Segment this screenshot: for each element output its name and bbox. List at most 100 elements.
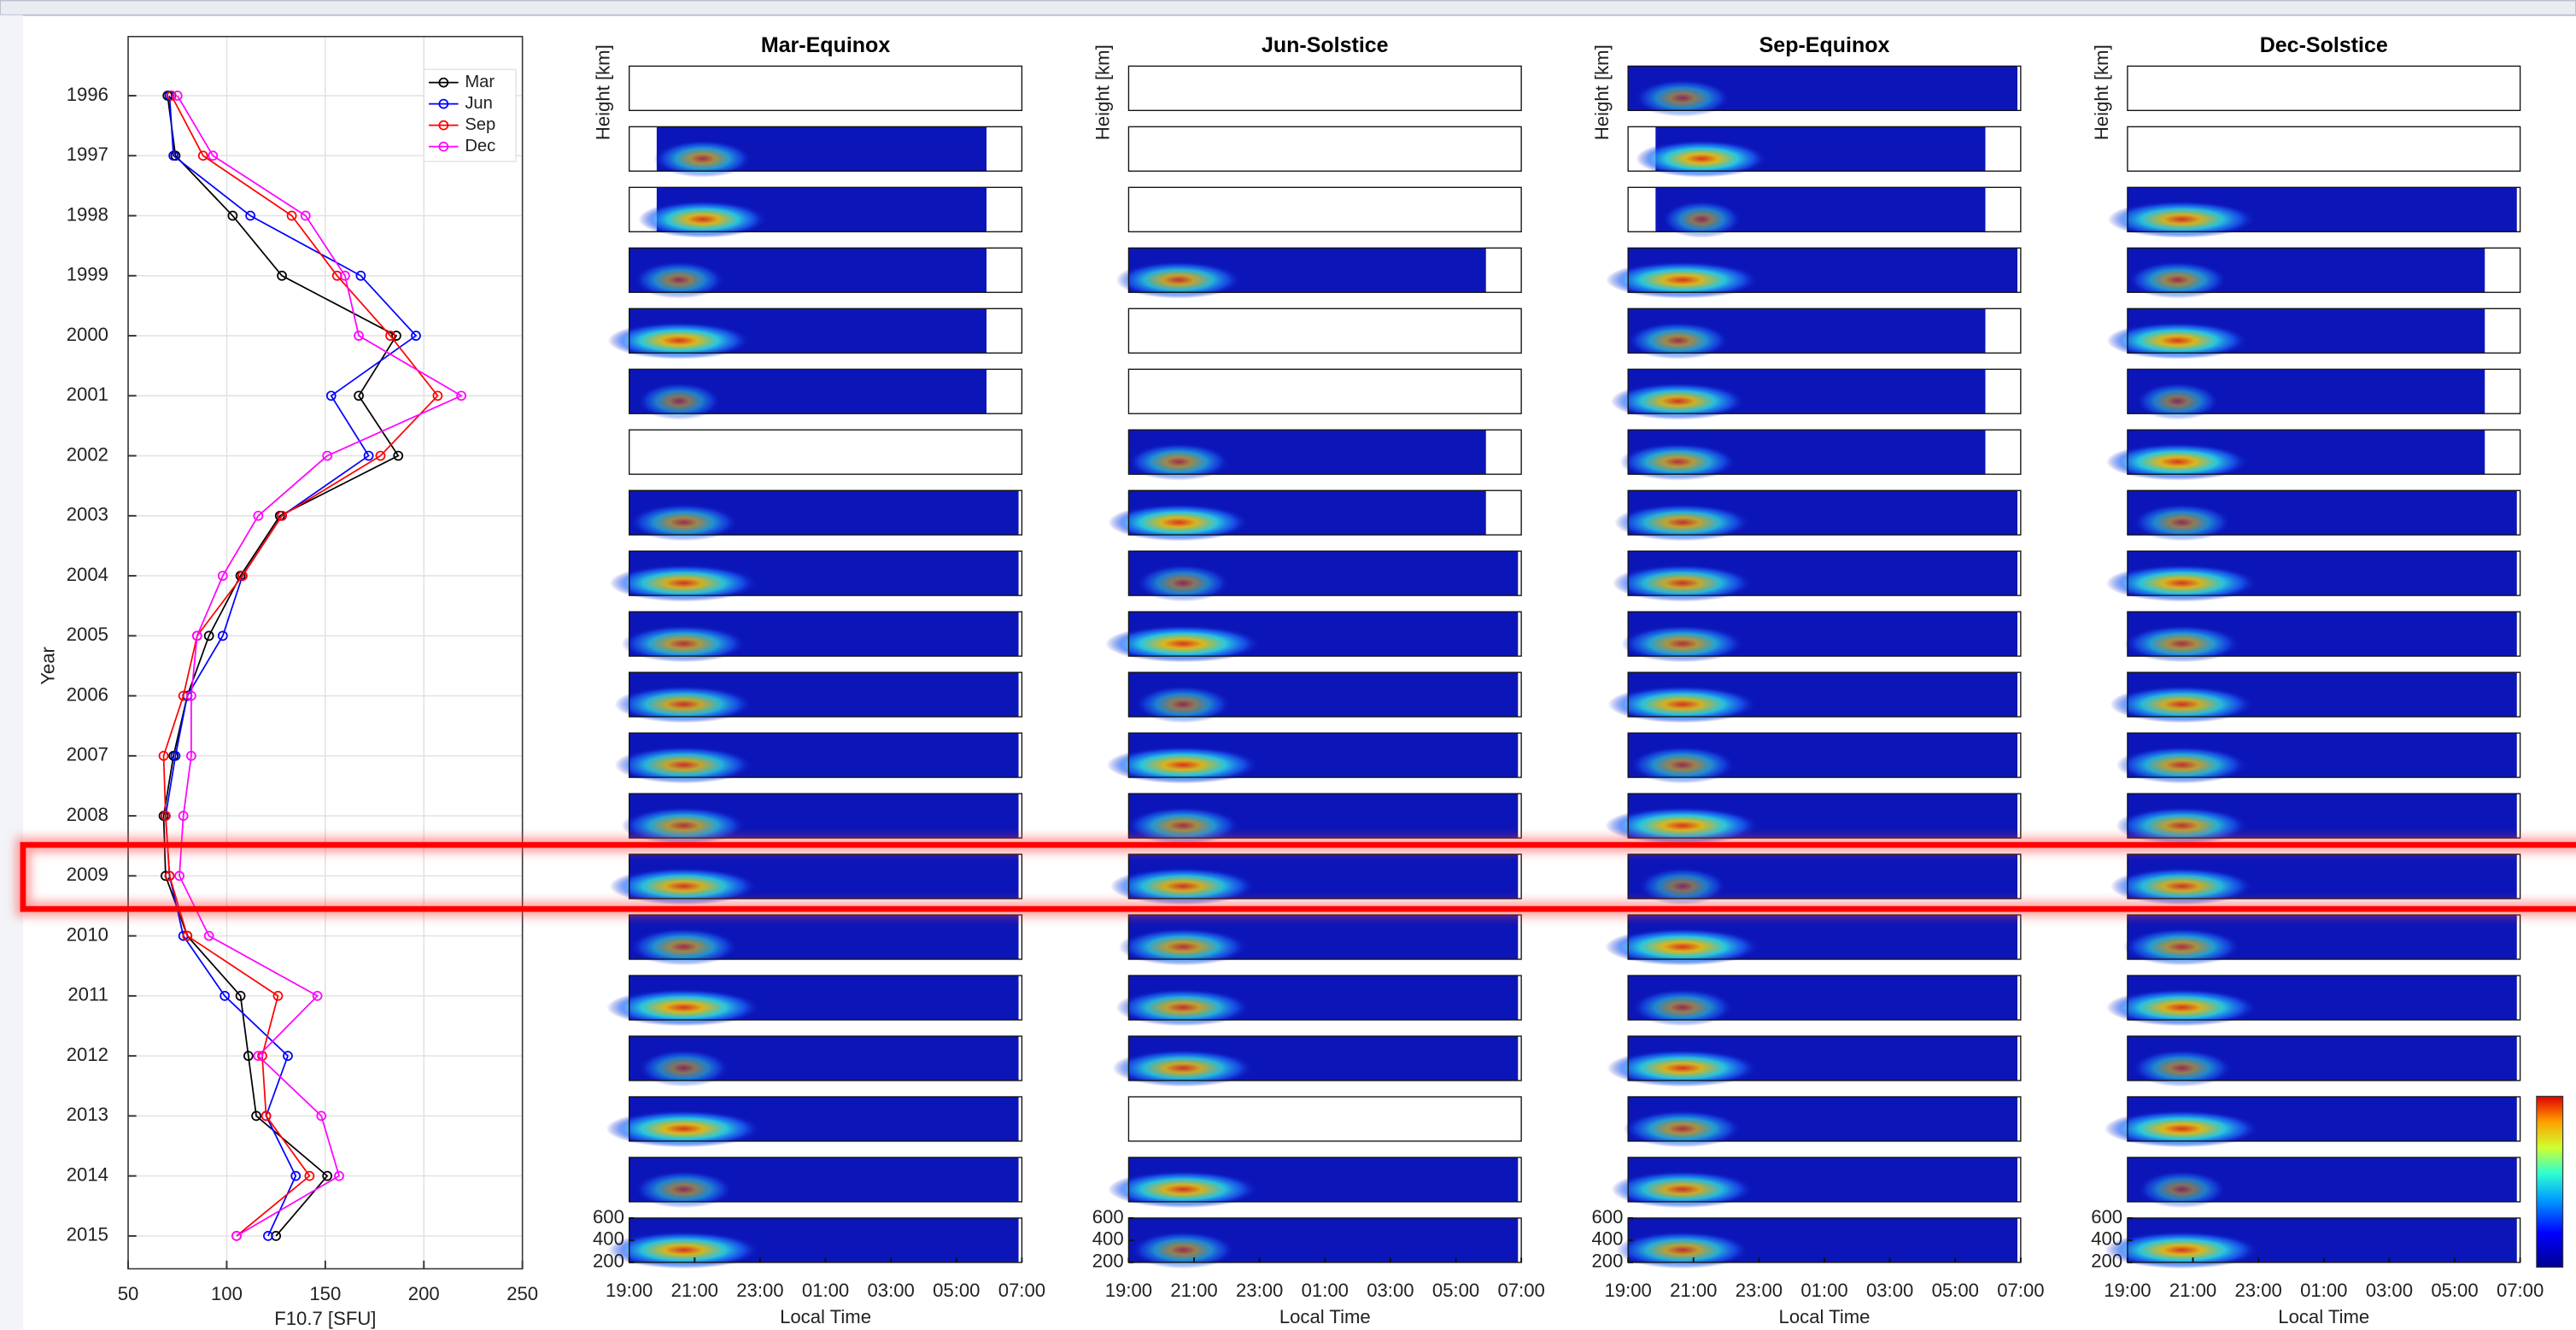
panel-title: Mar-Equinox — [761, 33, 890, 57]
heatmap-blob — [2132, 503, 2232, 542]
heatmap-blob — [607, 1231, 760, 1269]
x-tick-label: 07:00 — [1497, 1280, 1544, 1301]
point — [393, 450, 404, 461]
point — [243, 1051, 254, 1062]
point — [411, 331, 421, 341]
heatmap-blob — [1661, 200, 1742, 238]
panel-frame — [1127, 186, 1522, 232]
panel-frame — [1127, 126, 1522, 172]
panel-frame — [2127, 975, 2521, 1021]
y-tick-label: 2011 — [67, 984, 108, 1005]
highlight-box — [20, 841, 2576, 912]
panel-frame — [1627, 611, 2022, 657]
point — [283, 1051, 293, 1062]
y-tick-label: 1996 — [67, 84, 108, 105]
y-tick-label: 1999 — [67, 264, 108, 285]
heatmap-blob — [1604, 928, 1760, 966]
panel-frame — [2127, 853, 2521, 899]
heatmap-blob — [1636, 139, 1768, 178]
panel-frame — [629, 671, 1023, 718]
point — [277, 510, 287, 521]
point — [253, 510, 264, 521]
heatmap-blob — [609, 867, 758, 905]
legend-marker — [438, 98, 449, 109]
series-line — [162, 95, 400, 1237]
heatmap-blob — [606, 988, 761, 1027]
y-tick-label: 2006 — [67, 683, 108, 705]
x-tick-label: 03:00 — [867, 1280, 914, 1301]
heatmap-blob — [1108, 1170, 1259, 1209]
heatmap-blob — [1616, 1231, 1749, 1269]
point — [253, 1051, 264, 1062]
point — [340, 270, 350, 281]
heatmap-blob — [1106, 746, 1260, 784]
point — [322, 1170, 333, 1181]
point — [158, 750, 169, 761]
panel-frame — [1627, 368, 2022, 414]
heatmap-blob — [1631, 988, 1734, 1027]
y-tick-label: 200 — [593, 1251, 624, 1272]
panel-frame — [2127, 611, 2521, 657]
point — [355, 270, 366, 281]
point — [290, 1170, 302, 1181]
x-axis-label: Local Time — [1779, 1306, 1871, 1327]
heatmap-blob — [607, 321, 751, 360]
panel-frame — [1627, 1035, 2022, 1081]
heatmap-blob — [2128, 261, 2228, 299]
x-tick-label: 100 — [211, 1283, 243, 1304]
point — [375, 450, 386, 461]
panel-frame — [2127, 308, 2521, 354]
heatmap-blob — [1619, 442, 1737, 481]
panel-background — [1128, 308, 1522, 354]
x-tick-label: 19:00 — [2104, 1280, 2151, 1301]
x-tick-label: 05:00 — [1932, 1280, 1979, 1301]
y-axis-label: Year — [38, 647, 59, 685]
panel-frame — [1127, 308, 1522, 354]
panel-frame — [1627, 671, 2022, 718]
panel-frame — [1127, 65, 1522, 112]
point — [245, 210, 256, 221]
x-tick-label: 23:00 — [736, 1280, 783, 1301]
panel-background — [1128, 187, 1522, 232]
panel-frame — [1127, 975, 1522, 1021]
point — [432, 390, 443, 401]
heatmap-blob — [2110, 685, 2255, 724]
heatmap-blob — [1136, 564, 1230, 602]
x-tick-label: 05:00 — [2431, 1280, 2478, 1301]
heatmap-blob — [2116, 806, 2249, 845]
panel-frame — [1127, 429, 1522, 475]
point — [197, 150, 208, 161]
panel-frame — [2127, 1096, 2521, 1142]
panel-frame — [629, 1096, 1023, 1142]
point — [178, 811, 189, 821]
panel-frame — [2127, 489, 2521, 536]
panel-frame — [629, 489, 1023, 536]
panel-frame — [629, 186, 1023, 232]
panel-frame — [1127, 368, 1522, 414]
series-line — [162, 95, 439, 1237]
panel-frame — [629, 1035, 1023, 1081]
heatmap-blob — [1606, 261, 1759, 299]
heatmap-blob — [1635, 79, 1730, 117]
panel-background — [1128, 126, 1522, 172]
point — [391, 331, 401, 341]
heatmap-blob — [2104, 1110, 2260, 1148]
heatmap-blob — [1605, 806, 1760, 845]
x-tick-label: 05:00 — [933, 1280, 980, 1301]
heatmap-blob — [614, 685, 753, 724]
y-tick-label: 600 — [2091, 1206, 2122, 1227]
side-strip — [0, 15, 23, 1330]
panel-frame — [629, 247, 1023, 293]
point — [220, 991, 230, 1001]
x-tick-label: 21:00 — [671, 1280, 718, 1301]
heatmap-blob — [2106, 321, 2249, 360]
y-tick-label: 200 — [2091, 1251, 2122, 1272]
legend-marker — [438, 120, 449, 131]
legend-marker — [438, 77, 449, 88]
y-tick-label: 2003 — [67, 504, 108, 525]
heatmap-blob — [2105, 564, 2258, 602]
panel-frame — [1127, 732, 1522, 778]
point — [217, 630, 228, 642]
heatmap-blob — [1126, 806, 1240, 845]
